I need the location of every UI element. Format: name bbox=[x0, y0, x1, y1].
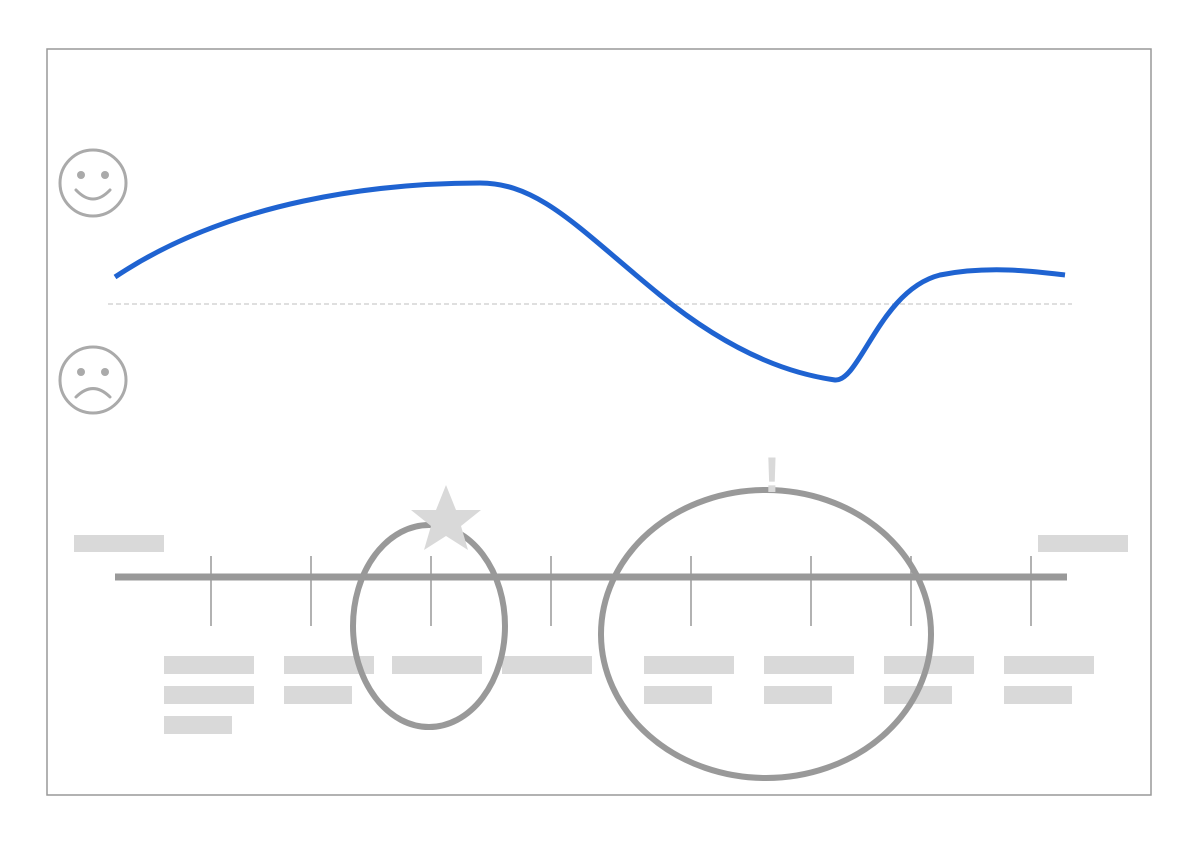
placeholder bbox=[74, 535, 164, 552]
frame bbox=[46, 48, 1152, 796]
sad-face bbox=[58, 345, 128, 415]
alert-mark: ! bbox=[764, 447, 781, 503]
label-placeholders bbox=[164, 656, 1094, 734]
timeline-ticks bbox=[210, 556, 1032, 626]
highlight-ellipse bbox=[350, 522, 508, 730]
placeholder bbox=[1038, 535, 1128, 552]
star-icon bbox=[411, 485, 481, 550]
emotion-curve bbox=[113, 180, 1066, 383]
highlight-ellipse bbox=[598, 487, 934, 781]
happy-face bbox=[58, 148, 128, 218]
